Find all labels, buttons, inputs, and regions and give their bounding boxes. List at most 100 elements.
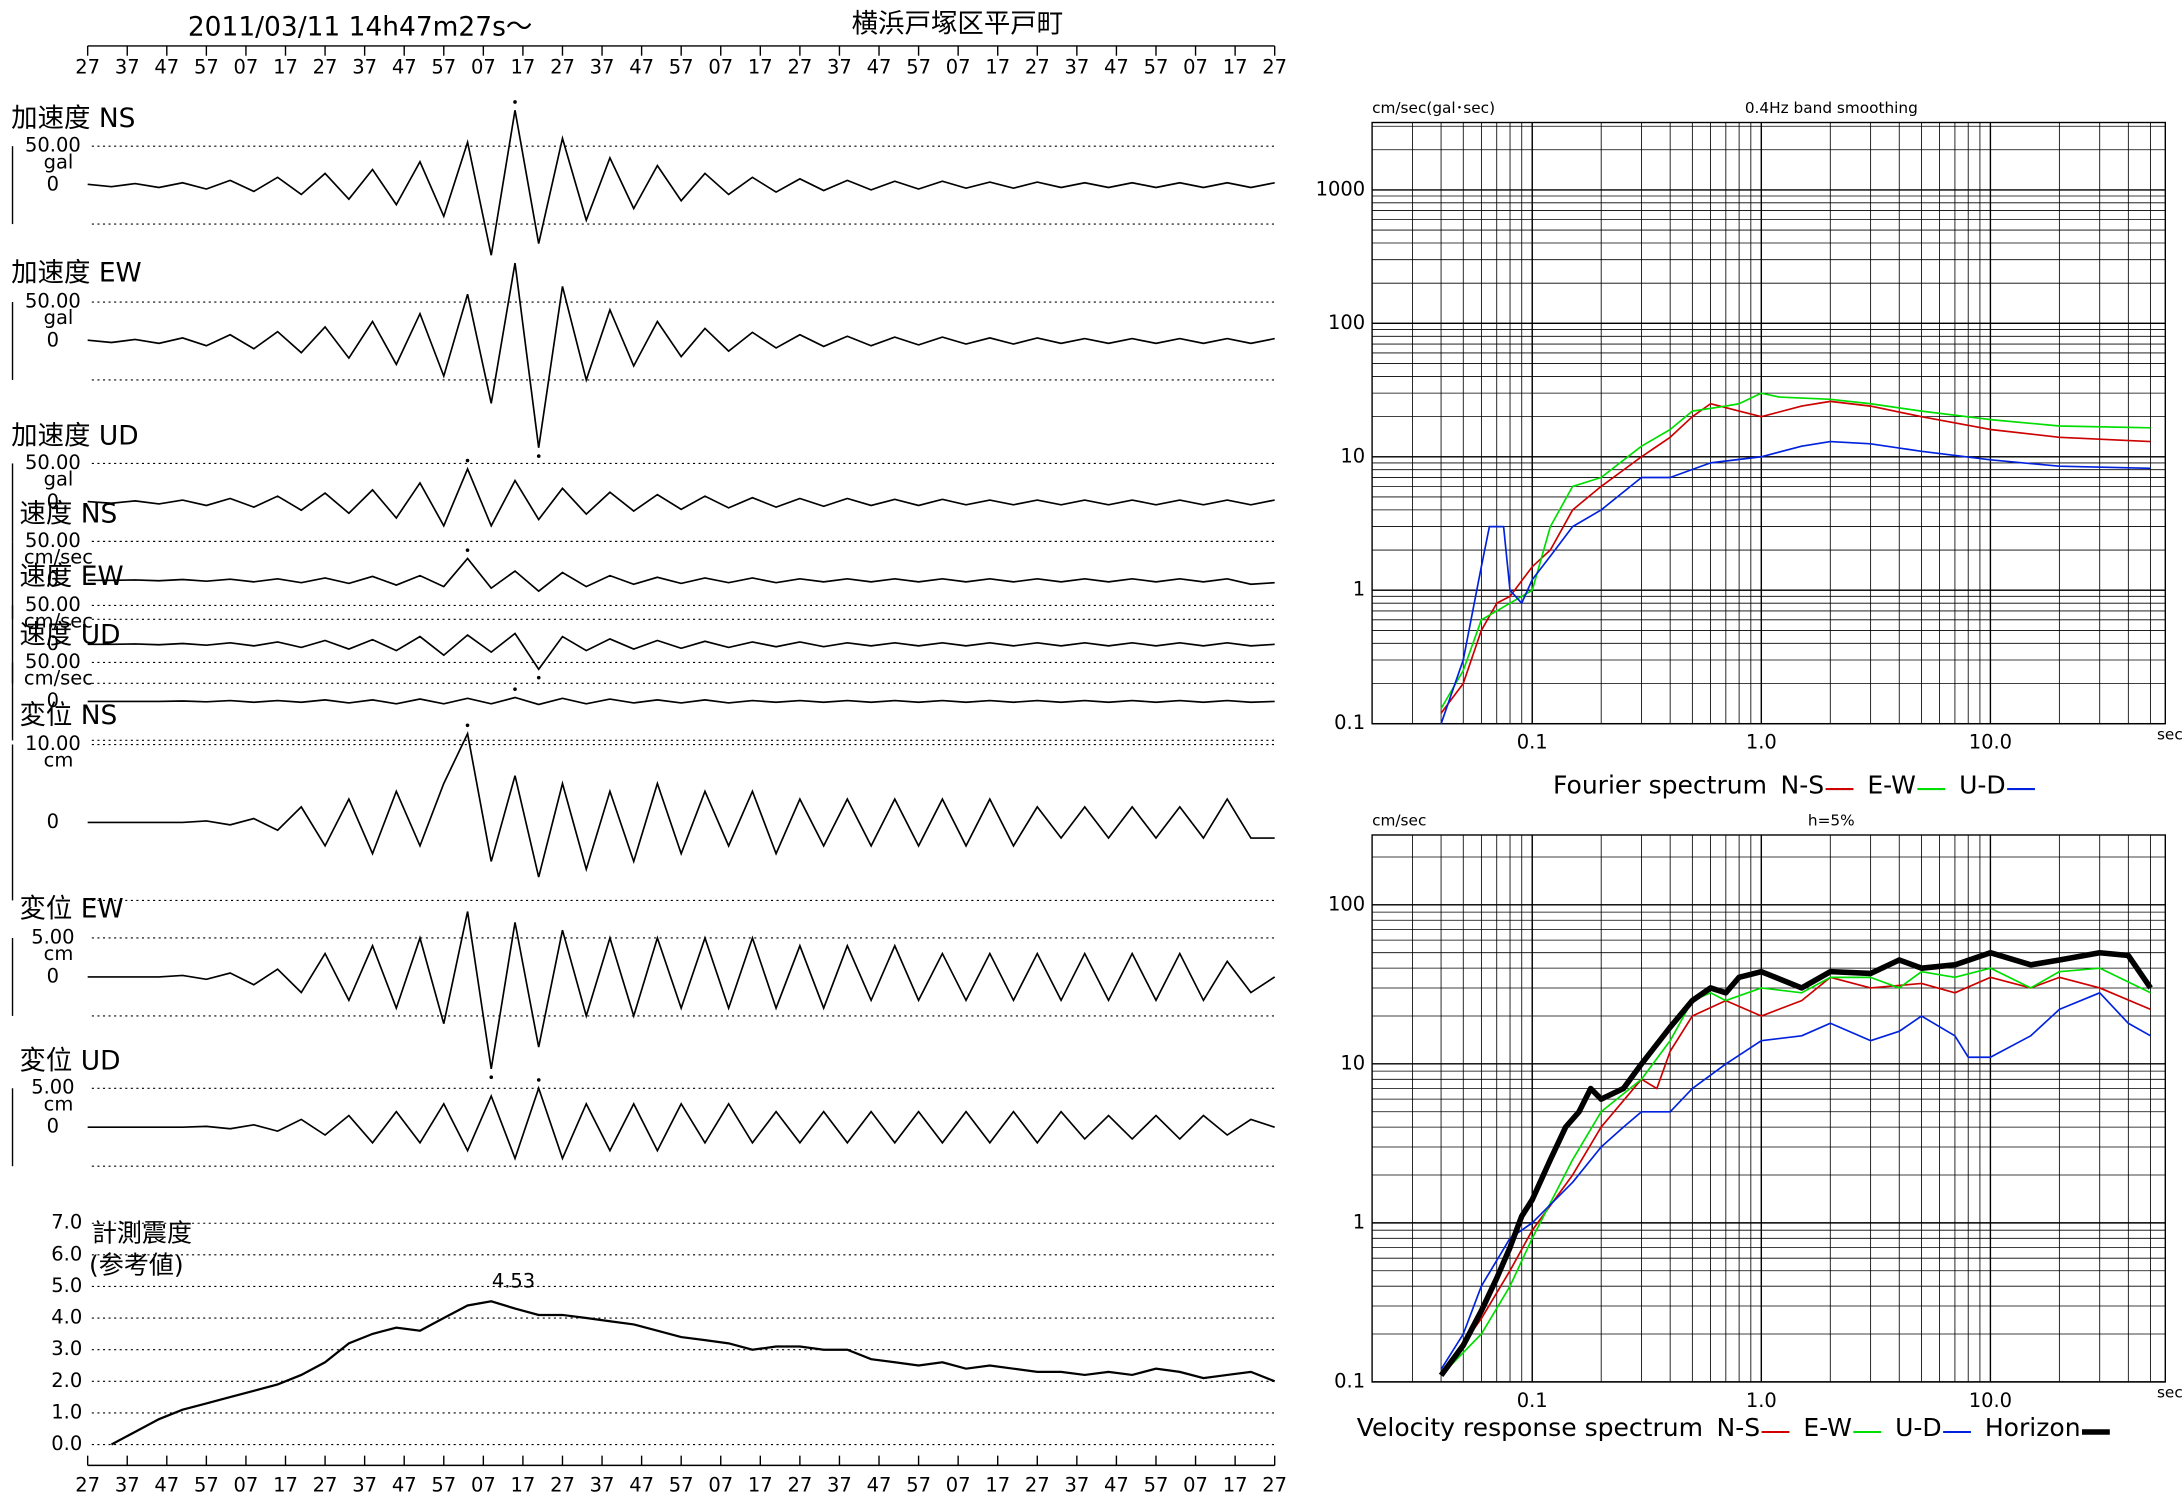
y-tick-label: 6.0 [51, 1242, 82, 1265]
legend-title: Velocity response spectrum [1357, 1413, 1711, 1442]
time-tick-label: 07 [946, 56, 971, 79]
y-unit: gal [44, 150, 74, 173]
time-tick-label: 27 [787, 56, 812, 79]
time-tick-label: 17 [748, 56, 773, 79]
time-tick-label: 07 [471, 56, 496, 79]
series-line [1440, 991, 2151, 1370]
time-tick-label: 17 [273, 1474, 298, 1497]
y-tick-label: 5.0 [51, 1274, 82, 1297]
datetime: 2011/03/11 14h47m27s〜 [188, 11, 532, 42]
legend-label: U-D [1895, 1413, 1942, 1442]
series-line [1440, 440, 2151, 724]
time-tick-label: 37 [115, 56, 140, 79]
time-tick-label: 27 [1025, 1474, 1050, 1497]
y-tick-label: 50.00 [25, 290, 81, 313]
waveform [87, 557, 1275, 593]
x-tick-label: 1.0 [1746, 731, 1777, 754]
peak-marker [465, 548, 470, 552]
time-tick-label: 57 [194, 1474, 219, 1497]
y-unit: cm [44, 749, 74, 772]
trace-title: 速度 EW [19, 561, 123, 592]
trace-title: 変位 EW [19, 894, 123, 925]
time-tick-label: 17 [748, 1474, 773, 1497]
time-tick-label: 47 [154, 56, 179, 79]
legend-title: Fourier spectrum [1553, 770, 1775, 799]
y-tick-label: 0 [47, 173, 59, 196]
peak-marker [489, 1075, 494, 1080]
time-tick-label: 07 [708, 1474, 733, 1497]
x-unit: sec [2157, 725, 2182, 743]
y-unit: cm/sec [24, 546, 93, 569]
time-tick-label: 17 [273, 56, 298, 79]
time-tick-label: 37 [352, 1474, 377, 1497]
y-tick-label: 50.00 [25, 134, 81, 157]
time-tick-label: 47 [392, 56, 417, 79]
time-tick-label: 07 [946, 1474, 971, 1497]
y-tick-label: 100 [1328, 311, 1365, 334]
time-tick-label: 27 [75, 1474, 100, 1497]
y-tick-label: 1 [1353, 578, 1365, 601]
time-tick-label: 57 [1144, 56, 1169, 79]
waveform [87, 466, 1275, 528]
waveform [87, 696, 1275, 706]
time-tick-label: 07 [708, 56, 733, 79]
time-tick-label: 27 [1262, 1474, 1287, 1497]
time-tick-label: 47 [154, 1474, 179, 1497]
time-tick-label: 37 [590, 1474, 615, 1497]
waveform [87, 1085, 1275, 1161]
legend-label: E-W [1803, 1413, 1852, 1442]
time-tick-label: 47 [1104, 1474, 1129, 1497]
time-tick-label: 57 [194, 56, 219, 79]
time-tick-label: 27 [313, 1474, 338, 1497]
y-tick-label: 50.00 [25, 451, 81, 474]
time-tick-label: 37 [352, 56, 377, 79]
y-tick-label: 4.0 [51, 1306, 82, 1329]
time-tick-label: 57 [431, 1474, 456, 1497]
y-tick-label: 50.00 [25, 593, 81, 616]
y-tick-label: 0 [47, 490, 59, 513]
time-tick-label: 17 [985, 56, 1010, 79]
series-line [1440, 967, 2151, 1376]
y-unit: cm [44, 1092, 74, 1115]
trace-title: 速度 NS [19, 498, 117, 529]
time-tick-label: 57 [431, 56, 456, 79]
time-tick-label: 47 [867, 56, 892, 79]
legend-label: Horizon [1985, 1413, 2081, 1442]
time-tick-label: 37 [115, 1474, 140, 1497]
peak-marker [465, 458, 470, 463]
y-tick-label: 0 [47, 689, 59, 712]
y-tick-label: 10.00 [25, 732, 81, 755]
time-tick-label: 07 [234, 56, 259, 79]
intensity-line [110, 1300, 1276, 1446]
y-tick-label: 7.0 [51, 1211, 82, 1234]
plot-frame [1371, 834, 2166, 1383]
y-tick-label: 2.0 [51, 1369, 82, 1392]
time-tick-label: 57 [906, 56, 931, 79]
y-unit: gal [44, 306, 74, 329]
legend-label: E-W [1867, 770, 1916, 799]
legend-label: U-D [1959, 770, 2006, 799]
time-tick-label: 17 [1223, 56, 1248, 79]
time-tick-label: 27 [313, 56, 338, 79]
y-tick-label: 5.00 [31, 1076, 74, 1099]
peak-marker [465, 723, 470, 728]
time-tick-label: 57 [906, 1474, 931, 1497]
subtitle: 0.4Hz band smoothing [1745, 99, 1918, 117]
time-tick-label: 37 [1064, 1474, 1089, 1497]
time-tick-label: 07 [1183, 56, 1208, 79]
time-tick-label: 27 [1262, 56, 1287, 79]
y-tick-label: 50.00 [25, 529, 81, 552]
peak-marker [513, 100, 517, 104]
time-tick-label: 47 [867, 1474, 892, 1497]
time-tick-label: 17 [511, 56, 536, 79]
time-tick-label: 27 [550, 1474, 575, 1497]
subtitle: h=5% [1808, 812, 1855, 830]
y-tick-label: 0.1 [1334, 1369, 1365, 1392]
time-tick-label: 47 [392, 1474, 417, 1497]
location: 横浜戸塚区平戸町 [852, 9, 1064, 40]
time-tick-label: 47 [629, 56, 654, 79]
y-tick-label: 10 [1340, 1051, 1365, 1074]
waveform [87, 262, 1275, 448]
